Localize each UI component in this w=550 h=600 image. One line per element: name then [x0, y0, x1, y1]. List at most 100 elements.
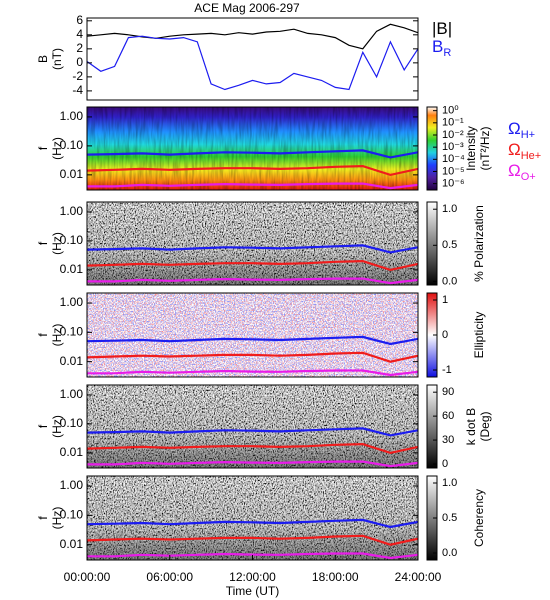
- panel: 0.01 0.10 1.00 f (Hz) 0 30 60 90 k dot B (Deg): [36, 384, 492, 470]
- colorbar-label: % Polarization: [472, 205, 486, 282]
- y-axis-label: B: [36, 55, 50, 63]
- y-tick-label: 1.00: [60, 387, 84, 401]
- spectrogram-shade: [87, 385, 418, 468]
- panel: 0.01 0.10 1.00 f (Hz) -1 0 1 Ellipticity: [36, 292, 486, 378]
- y-tick-label: 0.10: [60, 325, 84, 339]
- colorbar-label: (nT²/Hz): [478, 127, 492, 171]
- plot-frame: [86, 292, 419, 378]
- series-line: [87, 164, 418, 177]
- y-axis-label: (Hz): [50, 232, 64, 255]
- y-tick-label: 0.10: [60, 416, 84, 430]
- colorbar-tick-label: 60: [442, 410, 454, 422]
- y-tick-label: 1.00: [60, 478, 84, 492]
- y-tick-label: 0.01: [60, 262, 84, 276]
- x-tick-label: 18:00:00: [312, 570, 359, 584]
- x-tick-label: 24:00:00: [395, 570, 442, 584]
- y-tick-label: 2: [76, 41, 83, 55]
- colorbar-tick-label: 90: [442, 386, 454, 398]
- y-tick-label: 0.10: [60, 138, 84, 152]
- colorbar-label: (Deg): [478, 411, 492, 441]
- colorbar-tick-label: 0.5: [442, 239, 457, 251]
- y-axis-label: (Hz): [50, 415, 64, 438]
- legend-subscript: H+: [521, 129, 535, 141]
- y-axis-label: f: [36, 241, 50, 245]
- y-axis-label: (Hz): [50, 507, 64, 530]
- legend-entry: ΩH+: [508, 119, 535, 140]
- colorbar-tick-label: 10⁰: [442, 105, 459, 117]
- plot-frame: [86, 106, 419, 191]
- y-axis-label: f: [36, 146, 50, 150]
- y-tick-label: 1.00: [60, 109, 84, 123]
- y-axis-label: f: [36, 516, 50, 520]
- series-line: [87, 149, 418, 159]
- colorbar-tick-label: 10⁻⁵: [442, 165, 465, 177]
- y-axis-label: (nT): [50, 48, 64, 70]
- y-tick-label: 6: [76, 13, 83, 27]
- series-line: [87, 259, 418, 272]
- colorbar-tick-label: 0: [442, 329, 448, 341]
- colorbar: [426, 384, 438, 469]
- colorbar-tick-label: 10⁻²: [442, 129, 464, 141]
- colorbar-tick-label: 0: [442, 458, 448, 470]
- spectrogram-blue: [87, 293, 418, 377]
- legend-name: Ω: [508, 161, 521, 180]
- y-tick-label: 1.00: [60, 204, 84, 218]
- legend-name: Ω: [508, 119, 521, 138]
- series-line: [87, 460, 418, 468]
- series-line: [87, 277, 418, 285]
- series-line: [87, 534, 418, 546]
- y-axis-label: f: [36, 333, 50, 337]
- colorbar: [426, 201, 438, 286]
- legend-entry: ΩO+: [508, 161, 536, 182]
- y-tick-label: 0.01: [60, 354, 84, 368]
- series-line: [87, 369, 418, 377]
- series-line: [87, 442, 418, 455]
- legend-name: |B|: [432, 19, 452, 38]
- y-axis-label: (Hz): [50, 324, 64, 347]
- chart-title: ACE Mag 2006-297: [194, 1, 300, 15]
- colorbar-tick-label: 10⁻³: [442, 141, 464, 153]
- spectrogram-shade: [87, 202, 418, 285]
- series-line: [87, 182, 418, 190]
- colorbar-tick-label: 1.0: [442, 477, 457, 489]
- plot-frame: [86, 384, 419, 469]
- series-line: [87, 427, 418, 437]
- y-tick-label: 1.00: [60, 295, 84, 309]
- legend-name: B: [432, 37, 443, 56]
- series-line: [87, 244, 418, 254]
- colorbar: [426, 106, 438, 191]
- colorbar-tick-label: 0.5: [442, 512, 457, 524]
- series-line: [87, 351, 418, 363]
- colorbar-tick-label: 1: [442, 294, 448, 306]
- x-axis-label: Time (UT): [226, 584, 280, 598]
- series-line: [87, 335, 418, 346]
- series-line: [87, 552, 418, 560]
- y-axis-label: (Hz): [50, 137, 64, 160]
- panel: ΩH+ΩHe+ΩO+0.010.101.00f (Hz)10⁰10⁻¹10⁻²10…: [36, 105, 541, 191]
- series-line: [87, 23, 418, 50]
- series-line: [87, 35, 418, 91]
- colorbar-label: k dot B: [464, 408, 478, 445]
- legend-subscript: R: [443, 47, 451, 59]
- legend-entry: |B|: [432, 19, 452, 38]
- colorbar-tick-label: 10⁻¹: [442, 117, 464, 129]
- x-tick-label: 00:00:00: [64, 570, 111, 584]
- y-tick-label: 0.01: [60, 445, 84, 459]
- spectrogram-shade: [87, 476, 418, 560]
- series-line: [87, 518, 418, 529]
- plot-frame: [86, 201, 419, 286]
- y-tick-label: -4: [72, 83, 83, 97]
- legend-entry: BR: [432, 37, 451, 58]
- legend-entry: ΩHe+: [508, 140, 541, 161]
- colorbar-tick-label: 1.0: [442, 203, 457, 215]
- legend-name: Ω: [508, 140, 521, 159]
- y-tick-label: -2: [72, 69, 83, 83]
- colorbar-label: Ellipticity: [472, 312, 486, 359]
- colorbar-tick-label: 10⁻⁶: [442, 178, 465, 190]
- spectrogram-texture: [87, 107, 418, 190]
- y-tick-label: 0.01: [60, 537, 84, 551]
- colorbar-tick-label: 0.0: [442, 547, 457, 559]
- plot-frame: [86, 17, 419, 101]
